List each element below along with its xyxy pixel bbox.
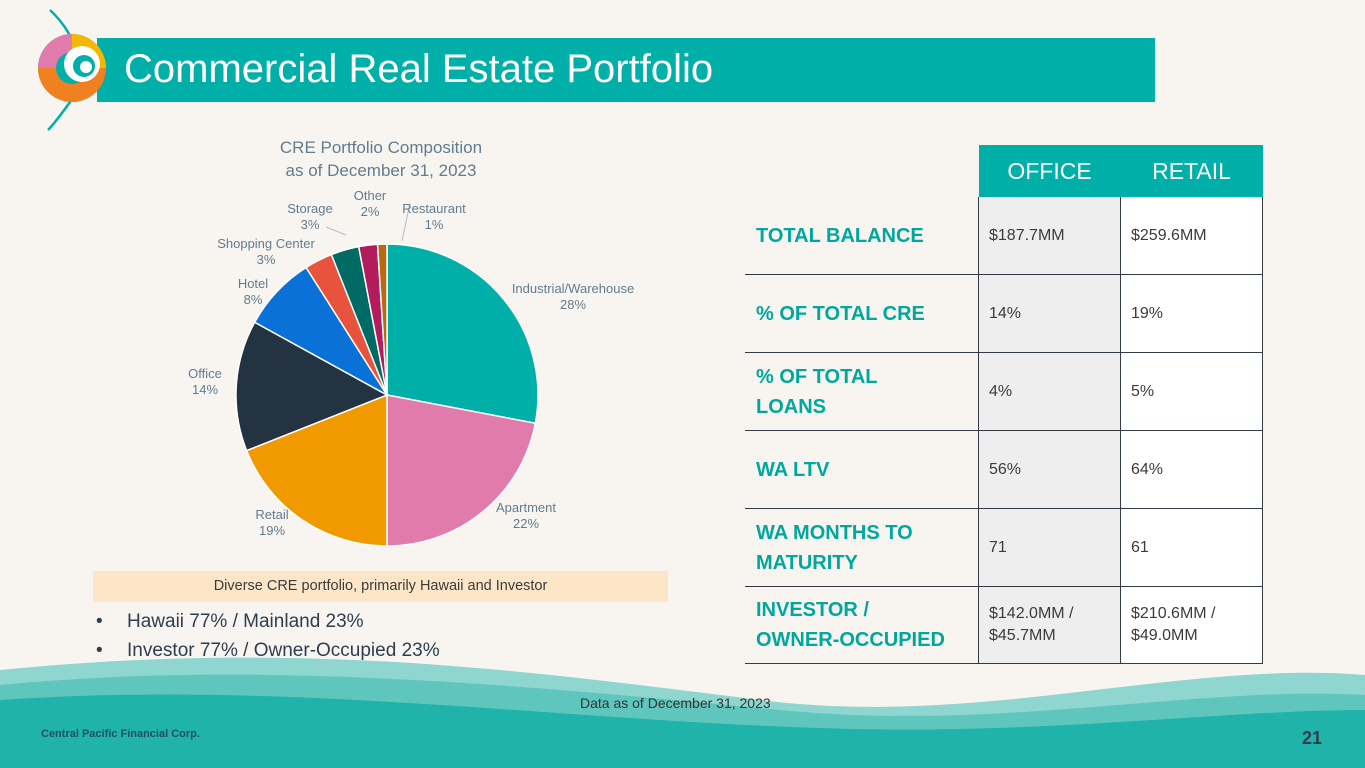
slice-label-apartment: Apartment: [496, 500, 556, 515]
office-value-line2: $45.7MM: [989, 627, 1056, 644]
office-value: 71: [978, 508, 1121, 587]
header-retail: RETAIL: [1120, 145, 1263, 197]
retail-value-line1: 5%: [1131, 382, 1155, 400]
footer-wave-graphic: [0, 657, 1365, 768]
slice-label-office: Office: [188, 366, 222, 381]
data-as-of-note: Data as of December 31, 2023: [580, 695, 771, 711]
slice-label-industrial-warehouse: Industrial/Warehouse: [512, 281, 634, 296]
pie-slice-retail: [245, 393, 388, 547]
office-value-line1: 56%: [989, 460, 1022, 478]
footer-company-name: Central Pacific Financial Corp.: [41, 728, 200, 740]
retail-value: 61: [1120, 508, 1263, 587]
row-label: INVESTOR / OWNER-OCCUPIED: [745, 586, 979, 664]
retail-value-line1: $259.6MM: [1131, 226, 1207, 244]
slice-label-restaurant: Restaurant: [402, 201, 466, 216]
bullet-text: Hawaii 77% / Mainland 23%: [127, 611, 364, 632]
label-leader-line: [401, 202, 411, 242]
label-leader-line: [325, 226, 347, 236]
bullet-dot: •: [96, 611, 103, 632]
retail-value: 5%: [1120, 352, 1263, 431]
company-logo-icon: [38, 9, 106, 131]
retail-value-line1: $210.6MM /: [1131, 605, 1216, 622]
pie-slice-industrial-warehouse: [386, 243, 539, 425]
slice-percent-hotel: 8%: [244, 292, 263, 307]
row-label: WA MONTHS TO MATURITY: [745, 508, 979, 587]
bullet-text: Investor 77% / Owner-Occupied 23%: [127, 640, 440, 661]
row-label-line1: % OF TOTAL CRE: [756, 302, 925, 325]
pie-slice-office: [235, 321, 389, 452]
table-row: % OF TOTAL LOANS 4% 5%: [745, 352, 1263, 431]
slice-label-storage: Storage: [287, 201, 333, 216]
table-row: INVESTOR / OWNER-OCCUPIED $142.0MM / $45.7…: [745, 586, 1263, 664]
table-header-blank: [745, 145, 979, 197]
slice-label-retail: Retail: [255, 507, 288, 522]
row-label-line2: MATURITY: [756, 551, 858, 574]
retail-value: 19%: [1120, 274, 1263, 353]
chart-title-line2: as of December 31, 2023: [285, 161, 477, 180]
office-value: $142.0MM / $45.7MM: [978, 586, 1121, 664]
retail-value: $210.6MM / $49.0MM: [1120, 586, 1263, 664]
table-row: WA LTV 56% 64%: [745, 430, 1263, 509]
table-row: TOTAL BALANCE $187.7MM $259.6MM: [745, 197, 1263, 275]
table-row: WA MONTHS TO MATURITY 71 61: [745, 508, 1263, 587]
bullet-list: • Hawaii 77% / Mainland 23% • Investor 77%…: [96, 607, 440, 665]
table-row: % OF TOTAL CRE 14% 19%: [745, 274, 1263, 353]
office-value-line1: 71: [989, 538, 1007, 556]
office-value: 14%: [978, 274, 1121, 353]
retail-value: $259.6MM: [1120, 197, 1263, 275]
office-value-line1: 14%: [989, 304, 1022, 322]
pie-slice-restaurant: [376, 243, 388, 396]
retail-value-line1: 19%: [1131, 304, 1164, 322]
retail-value-line1: 61: [1131, 538, 1149, 556]
office-value-line1: $187.7MM: [989, 226, 1065, 244]
slice-percent-other: 2%: [361, 204, 380, 219]
office-value-line1: 4%: [989, 382, 1013, 400]
chart-title: CRE Portfolio Composition as of December…: [236, 136, 526, 182]
row-label: WA LTV: [745, 430, 979, 509]
chart-title-line1: CRE Portfolio Composition: [279, 138, 483, 157]
row-label-line1: INVESTOR /: [756, 599, 869, 621]
bullet-item: • Investor 77% / Owner-Occupied 23%: [96, 636, 440, 665]
office-value: 4%: [978, 352, 1121, 431]
portfolio-note: Diverse CRE portfolio, primarily Hawaii …: [93, 571, 668, 602]
slice-percent-industrial-warehouse: 28%: [560, 297, 586, 312]
page-number: 21: [1302, 728, 1323, 748]
retail-value-line2: $49.0MM: [1131, 627, 1198, 644]
retail-value: 64%: [1120, 430, 1263, 509]
page-title: Commercial Real Estate Portfolio: [124, 47, 714, 91]
slice-label-hotel: Hotel: [238, 276, 268, 291]
office-value-line1: $142.0MM /: [989, 605, 1074, 622]
row-label: TOTAL BALANCE: [745, 197, 979, 275]
retail-value-line1: 64%: [1131, 460, 1164, 478]
bullet-dot: •: [96, 640, 103, 661]
row-label: % OF TOTAL LOANS: [745, 352, 979, 431]
slice-percent-apartment: 22%: [513, 516, 539, 531]
office-value: 56%: [978, 430, 1121, 509]
bullet-item: • Hawaii 77% / Mainland 23%: [96, 607, 440, 636]
slice-percent-office: 14%: [192, 382, 218, 397]
row-label-line1: WA MONTHS TO: [756, 521, 913, 544]
slice-label-shopping-center: Shopping Center: [217, 236, 315, 251]
row-label-line2: LOANS: [756, 395, 826, 418]
slice-percent-storage: 3%: [301, 217, 320, 232]
row-label-line1: WA LTV: [756, 458, 830, 481]
row-label-line2: OWNER-OCCUPIED: [756, 629, 945, 651]
slice-percent-retail: 19%: [259, 523, 285, 538]
row-label-line1: TOTAL BALANCE: [756, 224, 924, 247]
row-label-line1: % OF TOTAL: [756, 365, 878, 388]
slice-percent-restaurant: 1%: [425, 217, 444, 232]
table-header-row: OFFICE RETAIL: [745, 145, 1263, 197]
slice-label-other: Other: [354, 188, 387, 203]
pie-slice-apartment: [386, 394, 537, 547]
office-retail-table: OFFICE RETAIL TOTAL BALANCE $187.7MM $25…: [745, 145, 1263, 664]
office-value: $187.7MM: [978, 197, 1121, 275]
row-label: % OF TOTAL CRE: [745, 274, 979, 353]
title-bar: [97, 38, 1155, 102]
header-office: OFFICE: [978, 145, 1121, 197]
slice-percent-shopping-center: 3%: [257, 252, 276, 267]
